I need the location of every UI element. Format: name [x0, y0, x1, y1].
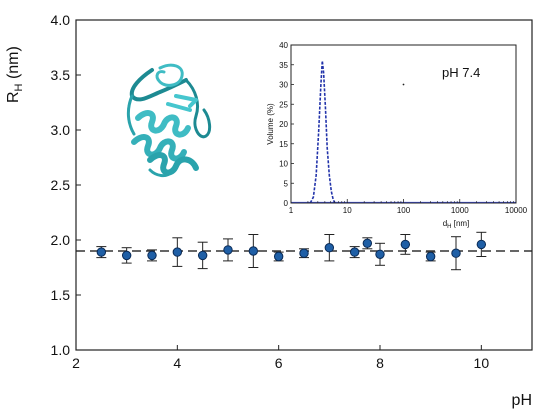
data-point — [121, 247, 132, 264]
data-point — [147, 249, 157, 262]
y-tick-label: 3.5 — [51, 67, 71, 83]
inset-x-tick-label: 10 — [343, 206, 352, 215]
protein-ribbon-coil-2 — [126, 94, 174, 178]
x-tick-label: 6 — [275, 355, 283, 371]
y-axis-ticks: 1.0 1.5 2.0 2.5 3.0 3.5 4.0 — [51, 12, 81, 358]
data-point — [425, 251, 436, 262]
data-point — [299, 248, 309, 259]
x-axis-ticks: 2 4 6 8 10 — [72, 345, 489, 371]
inset-y-tick-label: 30 — [279, 81, 288, 90]
x-axis-label: pH — [512, 392, 532, 409]
protein-ribbon-loop — [155, 63, 184, 87]
data-point — [324, 234, 335, 262]
inset-y-tick-label: 40 — [279, 41, 288, 50]
inset-stray-point — [402, 83, 405, 86]
main-chart: 1.01.52.02.53.03.54.0 2 4 6 8 10 pH RH (nm) — [5, 12, 533, 409]
data-points — [96, 231, 487, 271]
data-point — [248, 234, 259, 268]
data-marker — [147, 250, 157, 261]
inset-y-tick-label: 5 — [284, 179, 289, 188]
data-marker — [172, 247, 183, 257]
data-point — [349, 246, 360, 259]
data-point — [96, 246, 107, 259]
data-marker — [273, 251, 284, 262]
data-point — [451, 236, 461, 271]
data-marker — [223, 245, 233, 255]
data-point — [223, 238, 233, 262]
data-point — [362, 237, 373, 250]
inset-series-line — [309, 60, 336, 204]
data-marker — [400, 239, 411, 250]
x-tick-label: 8 — [376, 355, 384, 371]
x-tick-label: 2 — [72, 355, 80, 371]
inset-x-tick-label: 1 — [289, 206, 294, 215]
y-tick-label: 1.5 — [51, 287, 71, 303]
inset-x-axis-label-unit: [nm] — [452, 219, 470, 228]
data-point — [273, 251, 284, 262]
data-point — [197, 241, 208, 270]
protein-ribbon-helix — [135, 110, 191, 138]
inset-y-axis-label: Volume (%) — [266, 103, 275, 145]
protein-ribbon-helix-3 — [147, 152, 199, 176]
y-axis-label-unit: (nm) — [5, 46, 22, 83]
inset-annotation: pH 7.4 — [442, 65, 480, 80]
inset-y-axis-ticks: 0 5 10 15 20 25 30 35 40 — [279, 41, 294, 208]
inset-y-tick-label: 20 — [279, 120, 288, 129]
protein-structure-image — [126, 63, 212, 178]
protein-ribbon-sheet — [166, 94, 198, 112]
inset-x-tick-label: 1000 — [451, 206, 469, 215]
y-axis-label: RH (nm) — [5, 46, 25, 103]
inset-x-tick-label: 10000 — [505, 206, 528, 215]
data-marker — [299, 248, 309, 258]
x-tick-label: 4 — [173, 355, 181, 371]
data-point — [375, 242, 385, 266]
inset-x-axis-ticks: 1 10 100 1000 10000 — [289, 199, 528, 215]
inset-y-tick-label: 25 — [279, 100, 288, 109]
inset-y-tick-label: 15 — [279, 140, 288, 149]
data-point — [172, 237, 183, 267]
protein-ribbon-helix-2 — [131, 134, 187, 162]
inset-x-tick-label: 100 — [397, 206, 411, 215]
data-marker — [197, 250, 208, 261]
data-marker — [375, 249, 385, 260]
inset-x-axis-label-sub: H — [447, 224, 451, 230]
data-point — [476, 231, 487, 257]
data-marker — [96, 247, 107, 257]
data-marker — [349, 247, 360, 257]
y-axis-label-sub: H — [13, 83, 25, 91]
data-marker — [425, 251, 436, 262]
y-tick-label: 2.5 — [51, 177, 71, 193]
inset-x-axis-label: dH [nm] — [443, 219, 470, 230]
data-marker — [476, 239, 487, 250]
inset-y-tick-label: 35 — [279, 61, 288, 70]
data-marker — [451, 248, 461, 258]
y-tick-label: 2.0 — [51, 232, 71, 248]
y-tick-label: 1.0 — [51, 342, 71, 358]
data-marker — [121, 250, 132, 261]
y-tick-label: 4.0 — [51, 12, 71, 28]
inset-y-tick-label: 10 — [279, 160, 288, 169]
inset-background — [291, 45, 516, 203]
inset-x-axis-label-main: d — [443, 219, 447, 228]
data-marker — [362, 238, 373, 249]
inset-y-tick-label: 0 — [284, 199, 289, 208]
data-point — [400, 234, 411, 255]
x-tick-label: 10 — [474, 355, 490, 371]
protein-ribbon-coil — [184, 78, 212, 139]
y-tick-label: 3.0 — [51, 122, 71, 138]
data-marker — [324, 243, 335, 253]
y-axis-label-main: R — [5, 91, 22, 103]
data-marker — [248, 246, 259, 256]
